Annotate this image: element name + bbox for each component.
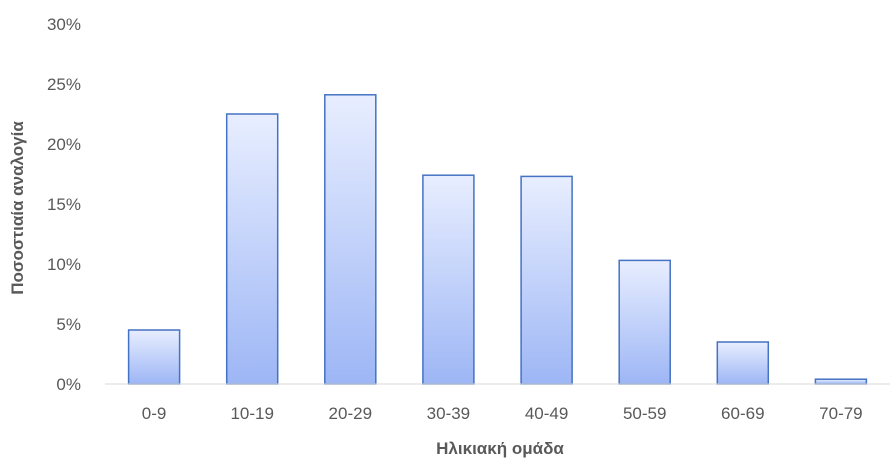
bar-50-59 (618, 259, 671, 385)
bar-40-49 (520, 175, 573, 385)
x-tick-label: 20-29 (329, 404, 372, 423)
bar-0-9 (127, 329, 181, 385)
x-tick-label: 50-59 (623, 404, 666, 423)
y-axis-tick-labels: 0% 5% 10% 15% 20% 25% 30% (47, 15, 81, 394)
x-tick-label: 70-79 (819, 404, 862, 423)
y-tick-label: 5% (56, 315, 81, 334)
x-tick-label: 10-19 (230, 404, 273, 423)
bar-20-29 (324, 94, 377, 385)
x-tick-label: 0-9 (142, 404, 167, 423)
y-tick-label: 25% (47, 75, 81, 94)
x-tick-label: 60-69 (721, 404, 764, 423)
bar-10-19 (225, 113, 279, 385)
bar-70-79 (814, 378, 868, 385)
bars (127, 94, 868, 385)
y-tick-label: 0% (56, 375, 81, 394)
x-axis-title: Ηλικιακή ομάδα (436, 439, 564, 458)
y-tick-label: 30% (47, 15, 81, 34)
y-tick-label: 15% (47, 195, 81, 214)
x-tick-label: 30-39 (427, 404, 470, 423)
y-tick-label: 20% (47, 135, 81, 154)
y-axis-title: Ποσοστιαία αναλογία (8, 121, 27, 295)
x-axis-tick-labels: 0-9 10-19 20-29 30-39 40-49 50-59 60-69 70-79 (142, 404, 863, 423)
x-tick-label: 40-49 (525, 404, 568, 423)
bar-60-69 (716, 341, 770, 385)
bar-30-39 (422, 174, 475, 385)
y-tick-label: 10% (47, 255, 81, 274)
